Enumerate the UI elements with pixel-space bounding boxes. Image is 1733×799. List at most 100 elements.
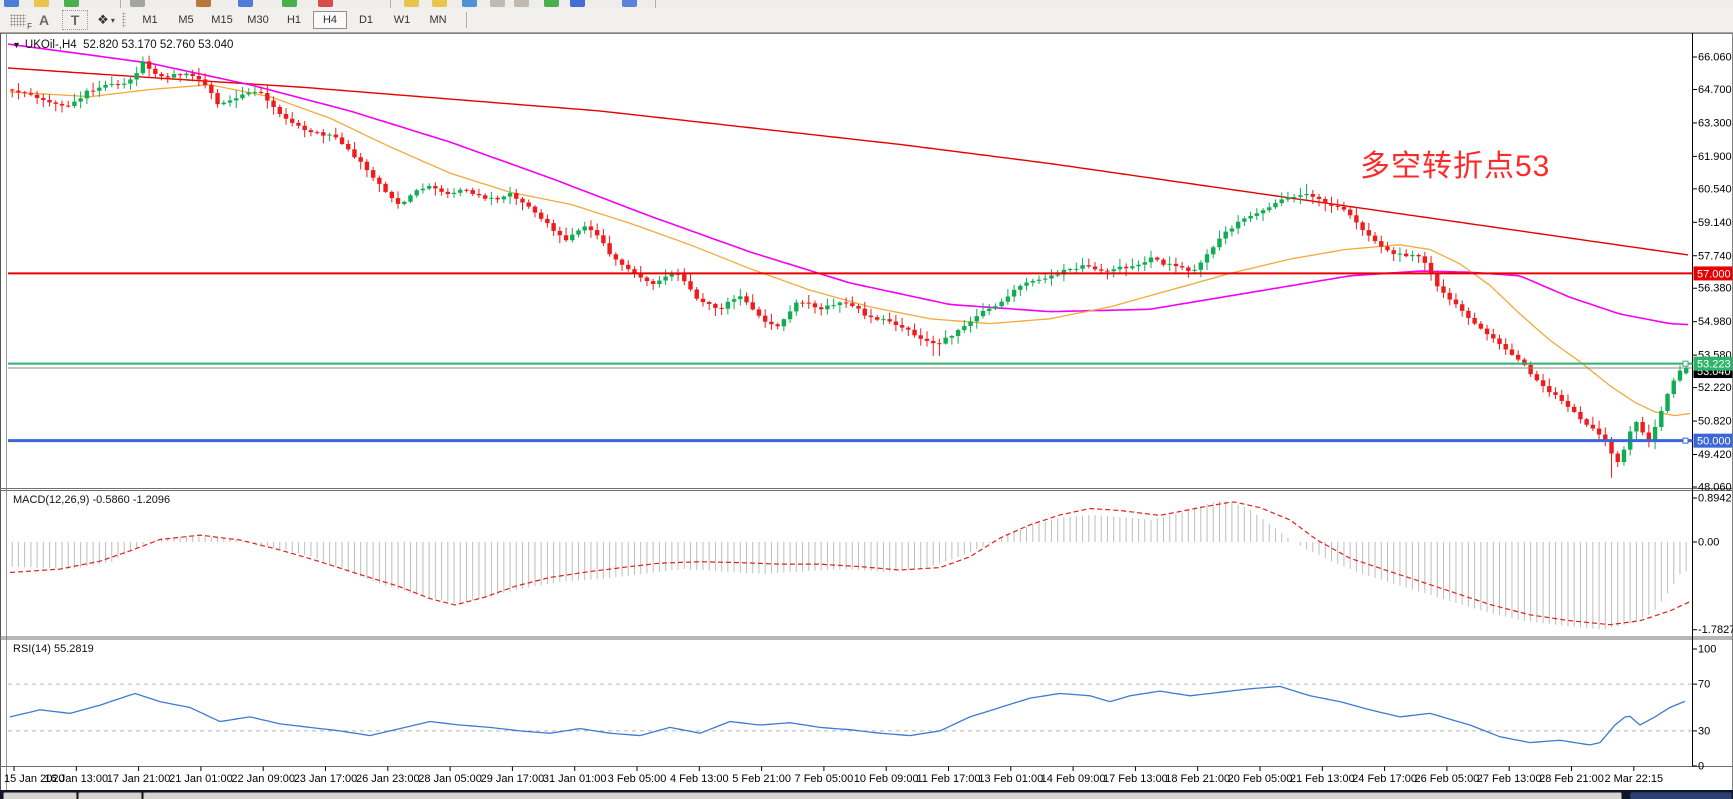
- candlestick-layer[interactable]: [10, 55, 1689, 478]
- text-label-button[interactable]: T: [62, 10, 88, 30]
- shapes-button[interactable]: ❖ ▾: [96, 11, 116, 29]
- taskbar-tray-stub[interactable]: [1630, 792, 1732, 799]
- time-axis-label: 28 Jan 05:00: [418, 773, 482, 785]
- ma-magenta-line: [7, 43, 1689, 326]
- toolbar-icon-stub[interactable]: [238, 0, 253, 7]
- toolbar-icon-stub[interactable]: [404, 0, 419, 7]
- timeframe-button-m15[interactable]: M15: [211, 14, 233, 26]
- candle-body: [445, 191, 451, 195]
- candle-body: [1099, 269, 1104, 271]
- macd-panel[interactable]: [9, 501, 1691, 626]
- time-axis-label: 29 Jan 17:00: [481, 773, 545, 785]
- moving-averages: [7, 43, 1691, 417]
- toolbar-icon-stub[interactable]: [282, 0, 297, 7]
- toolbar-icon-stub[interactable]: [130, 0, 145, 7]
- candle-body: [582, 226, 587, 231]
- time-axis-label: 31 Jan 01:00: [543, 773, 607, 785]
- candle-body: [28, 93, 34, 95]
- toolbar-icon-stub[interactable]: [196, 0, 211, 7]
- toolbar-icon-stub[interactable]: [4, 0, 19, 7]
- candle-body: [109, 84, 114, 86]
- candle-body: [296, 122, 301, 126]
- toolbar-icon-stub[interactable]: [622, 0, 637, 7]
- toolbar-icon-stub[interactable]: [490, 0, 505, 7]
- taskbar-tab[interactable]: [3, 792, 77, 799]
- candle-body: [352, 149, 357, 158]
- candle-body: [563, 235, 569, 241]
- toolbar-icon-stub[interactable]: [462, 0, 477, 7]
- candle-body: [650, 281, 656, 285]
- chart-text-annotation[interactable]: 多空转折点53: [1360, 150, 1551, 183]
- timeframe-button-m1[interactable]: M1: [142, 14, 158, 26]
- candle-body: [178, 74, 183, 76]
- candle-body: [1179, 266, 1185, 268]
- toolbar-separator: [390, 0, 391, 8]
- timeframe-button-mn[interactable]: MN: [429, 14, 447, 26]
- timeframe-button-h4[interactable]: H4: [313, 11, 347, 29]
- line-drag-handle[interactable]: [1682, 437, 1689, 444]
- candle-body: [1515, 354, 1521, 360]
- candle-body: [1565, 400, 1571, 407]
- candle-body: [1534, 374, 1540, 381]
- taskbar-tab[interactable]: [78, 792, 142, 799]
- candle-body: [47, 100, 52, 103]
- candle-body: [881, 319, 886, 321]
- chevron-down-icon[interactable]: ▾: [110, 15, 115, 25]
- candle-body: [53, 102, 58, 104]
- time-axis-label: 5 Feb 21:00: [732, 773, 791, 785]
- toolbar-icon-stub[interactable]: [318, 0, 333, 7]
- candle-body: [663, 276, 668, 281]
- toolbar-icon-stub[interactable]: [544, 0, 559, 7]
- candle-body: [1379, 241, 1384, 247]
- candle-body: [1304, 194, 1309, 196]
- toolbar-icon-stub[interactable]: [432, 0, 447, 7]
- symbol-dropdown-icon[interactable]: ▼: [12, 40, 21, 50]
- candle-body: [78, 98, 83, 102]
- axis-tick-label: 54.980: [1698, 316, 1732, 328]
- candle-body: [72, 101, 77, 107]
- timeframe-button-m30[interactable]: M30: [247, 14, 269, 26]
- chart-canvas[interactable]: 66.060 64.700 63.300 61.900 60.540 59.140 57.7…: [0, 33, 1733, 790]
- candle-body: [594, 230, 600, 236]
- price-axis[interactable]: 66.060 64.700 63.300 61.900 60.540 59.140 57.7…: [1692, 52, 1733, 773]
- timeframe-button-h1[interactable]: H1: [286, 14, 302, 26]
- line-drag-handle[interactable]: [1682, 360, 1689, 367]
- toolbar-icon-stub[interactable]: [34, 0, 49, 7]
- toolbar-icon-stub[interactable]: [514, 0, 529, 7]
- candle-body: [1142, 262, 1147, 265]
- time-axis-label: 20 Feb 05:00: [1228, 773, 1293, 785]
- candle-body: [184, 73, 189, 76]
- candle-body: [862, 308, 867, 316]
- axis-tick-label: 60.540: [1698, 183, 1732, 195]
- candle-body: [476, 193, 482, 196]
- time-axis-label: 22 Jan 09:00: [231, 773, 295, 785]
- candle-body: [196, 76, 202, 80]
- axis-tick-label: 50.820: [1698, 416, 1732, 428]
- candle-body: [999, 301, 1004, 307]
- candle-body: [520, 198, 525, 203]
- axis-tick-label: 0.8942: [1698, 492, 1732, 504]
- candle-body: [1161, 259, 1166, 265]
- price-level-lines[interactable]: [8, 272, 1693, 444]
- chart-title[interactable]: ▼ UKOil-,H4 52.820 53.170 52.760 53.040: [12, 39, 233, 51]
- timeframe-button-d1[interactable]: D1: [358, 14, 374, 26]
- timeframe-button-w1[interactable]: W1: [393, 14, 411, 26]
- time-axis-label: 2 Mar 22:15: [1604, 773, 1663, 785]
- rsi-panel[interactable]: [8, 683, 1693, 746]
- cursor-mode-button[interactable]: A: [38, 12, 50, 28]
- candle-body: [1547, 386, 1552, 393]
- candle-body: [1192, 269, 1197, 271]
- candle-body: [968, 321, 973, 327]
- taskbar-tab[interactable]: [143, 792, 1622, 799]
- candle-body: [713, 303, 718, 308]
- candle-body: [1665, 394, 1670, 412]
- symbols-grid-icon[interactable]: F: [10, 13, 32, 31]
- candle-body: [1360, 222, 1365, 231]
- timeframe-button-m5[interactable]: M5: [178, 14, 194, 26]
- candle-body: [638, 273, 643, 278]
- toolbar-icon-stub[interactable]: [64, 0, 79, 7]
- candle-body: [526, 202, 531, 207]
- candle-body: [1596, 428, 1602, 435]
- toolbar-icon-stub[interactable]: [570, 0, 585, 7]
